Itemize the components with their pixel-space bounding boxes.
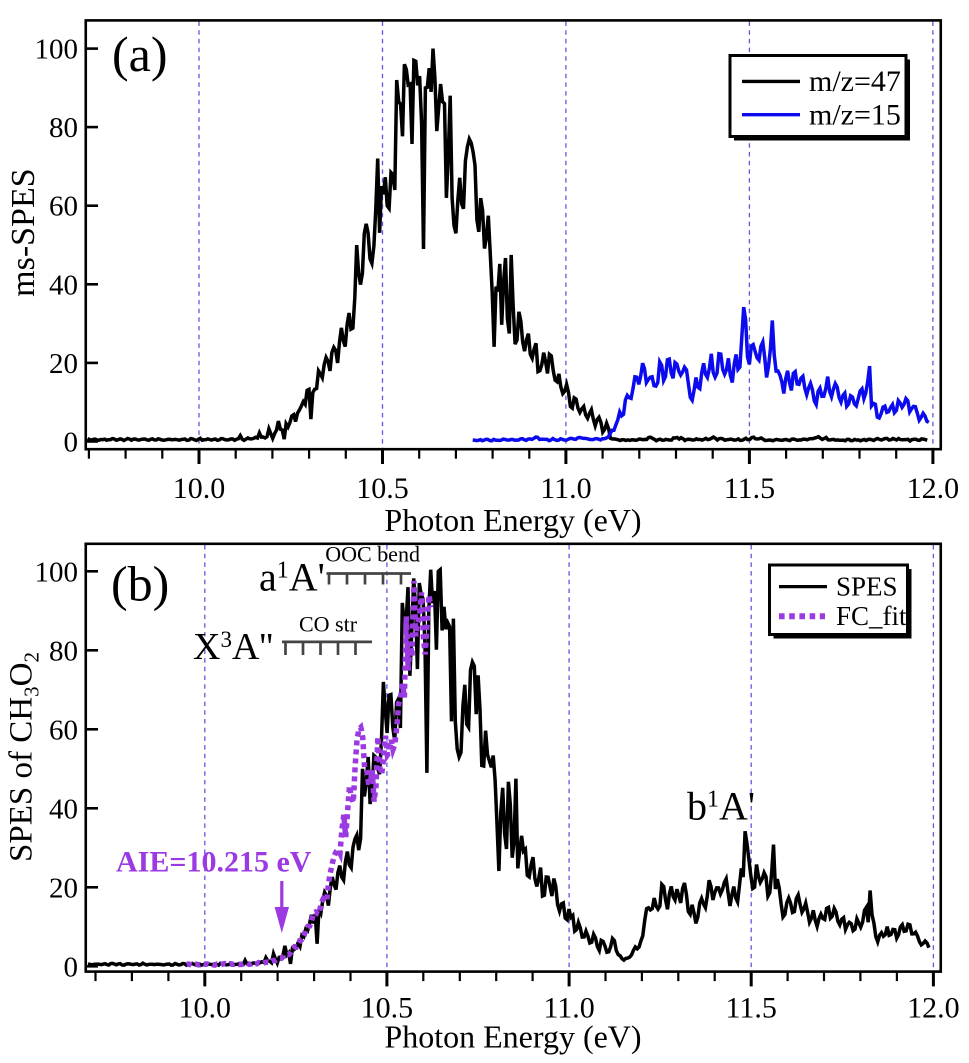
svg-text:10.5: 10.5 [361,992,414,1025]
svg-text:FC_fit: FC_fit [836,601,907,631]
svg-text:60: 60 [49,191,78,223]
svg-text:OOC bend: OOC bend [325,542,420,567]
svg-text:12.0: 12.0 [907,992,960,1025]
svg-text:80: 80 [49,112,78,144]
svg-text:m/z=47: m/z=47 [809,65,901,98]
svg-text:SPES of CH3O2: SPES of CH3O2 [4,652,44,862]
svg-text:12.0: 12.0 [907,472,960,505]
svg-text:(a): (a) [112,26,168,82]
svg-text:X3A'': X3A'' [193,626,273,668]
svg-text:Photon Energy (eV): Photon Energy (eV) [384,1019,641,1055]
svg-text:40: 40 [49,793,78,825]
svg-text:100: 100 [35,556,79,588]
svg-text:0: 0 [64,951,79,983]
svg-text:Photon Energy (eV): Photon Energy (eV) [384,502,641,538]
svg-text:10.0: 10.0 [179,992,232,1025]
svg-text:11.5: 11.5 [726,992,777,1025]
svg-text:ms-SPES: ms-SPES [5,168,42,297]
svg-text:CO str: CO str [299,612,358,637]
svg-text:10.0: 10.0 [173,472,226,505]
svg-text:SPES: SPES [836,572,898,602]
svg-text:100: 100 [35,34,79,66]
svg-text:20: 20 [49,872,78,904]
svg-text:20: 20 [49,348,78,380]
svg-text:60: 60 [49,714,78,746]
svg-text:AIE=10.215 eV: AIE=10.215 eV [116,846,312,879]
svg-text:80: 80 [49,635,78,667]
svg-text:10.5: 10.5 [356,472,409,505]
svg-text:0: 0 [64,427,79,459]
svg-text:40: 40 [49,269,78,301]
svg-text:b1A': b1A' [687,784,755,829]
svg-text:a1A': a1A' [259,555,325,600]
svg-text:11.5: 11.5 [724,472,775,505]
svg-text:(b): (b) [111,556,169,612]
svg-text:11.0: 11.0 [543,992,594,1025]
svg-text:11.0: 11.0 [540,472,591,505]
svg-text:m/z=15: m/z=15 [809,98,901,131]
